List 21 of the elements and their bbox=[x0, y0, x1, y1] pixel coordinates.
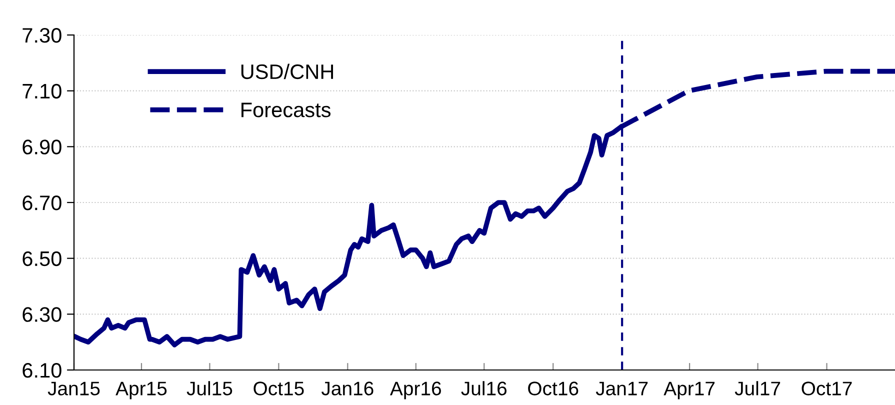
x-tick-label: Jan16 bbox=[321, 382, 374, 396]
x-tick-label: Apr17 bbox=[664, 382, 715, 400]
x-tick-label: Apr16 bbox=[390, 382, 441, 400]
x-tick-label: Jul15 bbox=[186, 381, 232, 396]
y-tick-label: 6.50 bbox=[22, 251, 62, 266]
legend-label: Forecasts bbox=[242, 102, 331, 118]
legend-label: USD/CNH bbox=[241, 64, 334, 80]
x-tick-label: Jul17 bbox=[734, 381, 780, 396]
y-tick-label: 7.30 bbox=[22, 28, 62, 43]
x-tick-label: Apr15 bbox=[116, 382, 167, 400]
y-tick-label: 6.10 bbox=[22, 363, 62, 378]
x-tick-label: Jan17 bbox=[596, 382, 648, 396]
y-tick-label: 6.70 bbox=[22, 196, 62, 210]
x-tick-label: Oct15 bbox=[254, 382, 304, 396]
y-tick-label: 6.90 bbox=[22, 140, 62, 154]
y-tick-label: 6.30 bbox=[22, 307, 62, 322]
x-tick-label: Jan15 bbox=[48, 382, 100, 396]
x-tick-label: Jul16 bbox=[461, 381, 507, 396]
y-tick-label: 7.10 bbox=[22, 84, 62, 99]
x-tick-label: Oct17 bbox=[802, 382, 852, 396]
x-tick-label: Oct16 bbox=[528, 382, 578, 396]
